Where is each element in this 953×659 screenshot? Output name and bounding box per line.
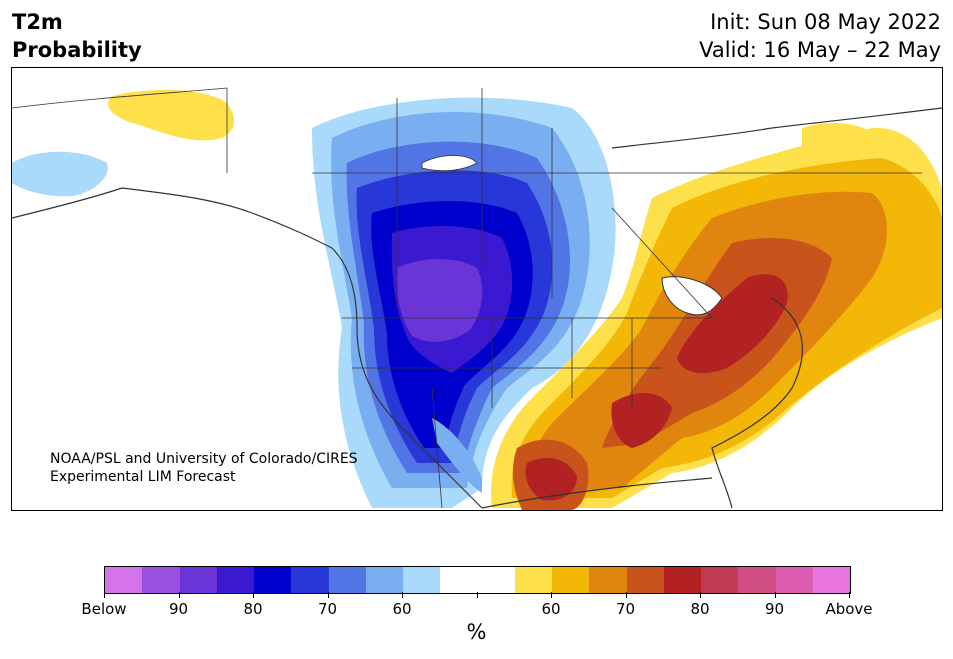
colorbar-segment — [775, 567, 813, 593]
colorbar-segment — [105, 567, 143, 593]
colorbar-segment — [626, 567, 664, 593]
colorbar-tick — [253, 592, 254, 598]
colorbar-segment — [477, 567, 515, 593]
colorbar-tick — [700, 592, 701, 598]
colorbar-tick-label: 90 — [168, 600, 189, 618]
credit-line1: NOAA/PSL and University of Colorado/CIRE… — [50, 451, 358, 467]
colorbar-segment — [403, 567, 441, 593]
colorbar-segment — [179, 567, 217, 593]
colorbar-tick-label: Below — [81, 600, 127, 618]
colorbar-segment — [589, 567, 627, 593]
init-date: Init: Sun 08 May 2022 — [710, 10, 941, 34]
colorbar-segment — [514, 567, 552, 593]
cold-zone-baja — [432, 418, 482, 493]
probability-map: NOAA/PSL and University of Colorado/CIRE… — [11, 67, 943, 511]
colorbar-tick — [551, 592, 552, 598]
colorbar-segment — [216, 567, 254, 593]
cold-zone-alaska — [12, 151, 108, 197]
colorbar-tick-label: 90 — [764, 600, 785, 618]
cold-zone-90 — [396, 259, 483, 342]
colorbar-segment — [291, 567, 329, 593]
valid-range: Valid: 16 May – 22 May — [699, 38, 941, 62]
credit-line2: Experimental LIM Forecast — [50, 469, 236, 485]
warm-zone-80c — [525, 457, 577, 501]
colorbar-segment — [663, 567, 701, 593]
map-title: T2m Probability — [12, 8, 142, 64]
title-line1: T2m — [12, 10, 63, 34]
colorbar-tick-label: Above — [825, 600, 873, 618]
colorbar-tick — [476, 592, 478, 598]
colorbar-tick-label: 70 — [615, 600, 636, 618]
colorbar-segment — [328, 567, 366, 593]
colorbar-tick — [104, 592, 105, 598]
colorbar-ticks — [104, 592, 850, 600]
colorbar-segment — [552, 567, 590, 593]
colorbar-tick-label: 70 — [317, 600, 338, 618]
colorbar-segment — [142, 567, 180, 593]
warm-zone-alaska — [108, 89, 235, 141]
colorbar-tick — [178, 592, 180, 598]
colorbar-tick-label: 60 — [392, 600, 412, 618]
colorbar-segment — [738, 567, 776, 593]
probability-colorbar — [104, 566, 851, 594]
colorbar-tick — [625, 592, 627, 598]
colorbar-tick — [327, 592, 329, 598]
warm-zone-80b — [611, 392, 672, 448]
colorbar-tick — [774, 592, 776, 598]
colorbar-tick-label: 60 — [541, 600, 561, 618]
colorbar-tick — [402, 592, 403, 598]
forecast-dates: Init: Sun 08 May 2022 Valid: 16 May – 22… — [699, 8, 941, 64]
title-line2: Probability — [12, 38, 142, 62]
warm-zone-north — [802, 123, 882, 159]
colorbar-labels: Below 90 80 70 60 60 70 80 90 Above — [81, 600, 872, 618]
colorbar-tick-label: 80 — [243, 600, 263, 618]
coastlines — [12, 107, 942, 509]
map-canvas — [12, 87, 942, 510]
borders — [12, 87, 922, 509]
colorbar-segment — [701, 567, 739, 593]
colorbar-tick-label: 80 — [690, 600, 710, 618]
colorbar-tick — [849, 592, 850, 598]
colorbar-segment — [812, 567, 850, 593]
colorbar-segment — [365, 567, 403, 593]
colorbar-segment — [440, 567, 478, 593]
colorbar-unit: % — [466, 620, 487, 644]
warm-zone-80 — [677, 274, 788, 374]
hudson-bay-lake — [421, 155, 478, 172]
colorbar-segment — [254, 567, 292, 593]
map-credit: NOAA/PSL and University of Colorado/CIRE… — [50, 450, 358, 486]
